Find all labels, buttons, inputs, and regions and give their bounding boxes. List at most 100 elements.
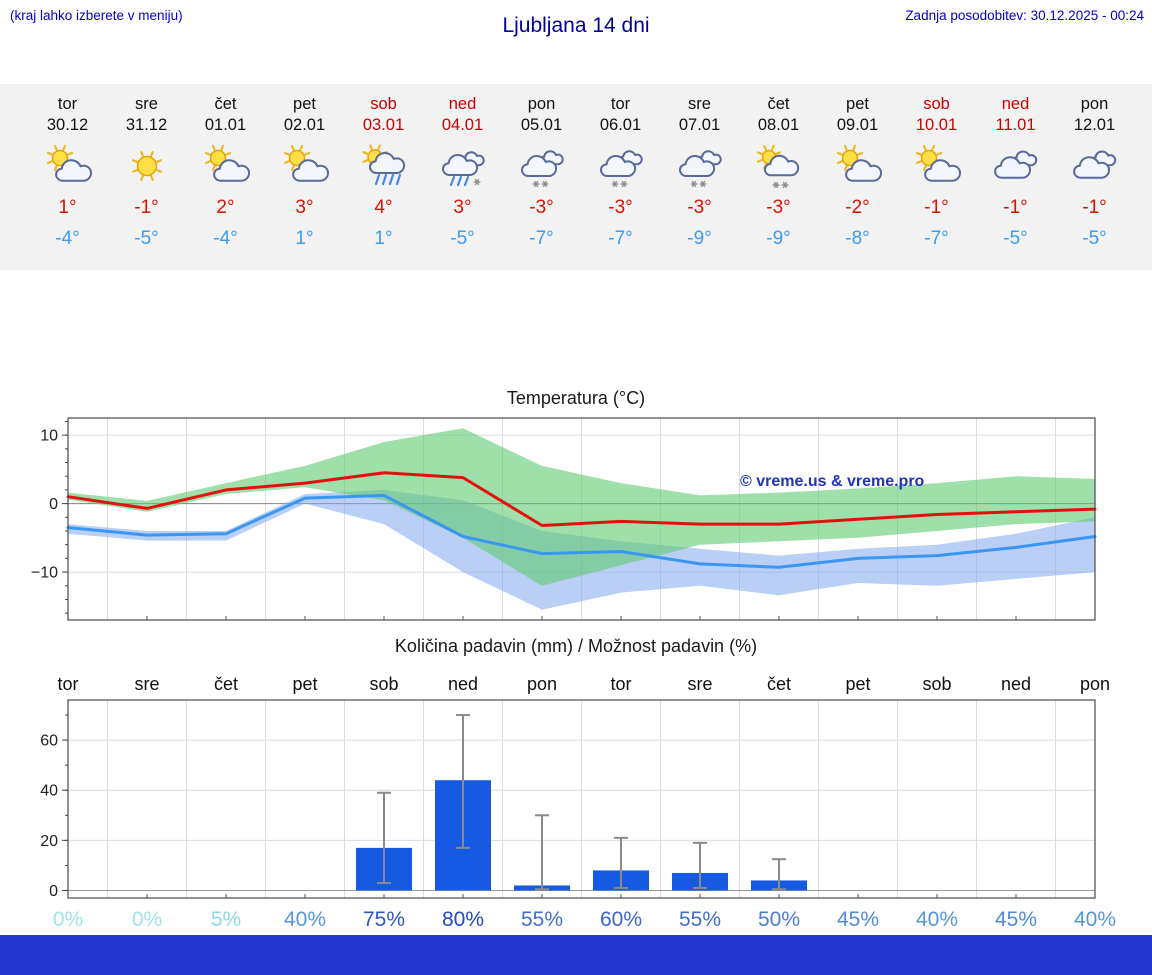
day-column[interactable]: pet 09.01 -2° -8°	[818, 94, 897, 270]
snowflake-part	[611, 180, 618, 188]
precip-day-label: tor	[57, 674, 78, 694]
precip-probability: 45%	[837, 908, 879, 931]
day-column[interactable]: sre 07.01 -3° -9°	[660, 94, 739, 270]
precip-day-label: pet	[845, 674, 870, 694]
day-column[interactable]: tor 30.12 1° -4°	[28, 94, 107, 270]
cloud-part	[599, 154, 636, 177]
precip-probability: 50%	[758, 908, 800, 931]
day-max-temperature: -1°	[924, 196, 949, 218]
precip-probability: 0%	[53, 908, 83, 931]
weather-icon-snow	[678, 150, 722, 188]
precip-day-label: tor	[610, 674, 631, 694]
day-max-temperature: -1°	[1082, 196, 1107, 218]
day-date: 07.01	[678, 116, 721, 135]
cloud-part	[520, 154, 557, 177]
day-max-temperature: -3°	[687, 196, 712, 218]
cloud-part	[212, 159, 250, 182]
weather-icon-partly-snow	[756, 144, 799, 188]
spacer	[0, 270, 1152, 388]
cloud-part	[368, 151, 405, 174]
cloud-part	[291, 159, 329, 182]
day-max-temperature: -3°	[608, 196, 633, 218]
precipitation-chart: 0 20 40 60 tor sre čet pet sob ned pon tor sre čet pet…	[40, 674, 1116, 931]
day-name: čet	[767, 95, 790, 113]
precip-day-label: sob	[922, 674, 951, 694]
precip-probability: 75%	[363, 908, 405, 931]
day-min-temperature: 1°	[295, 227, 314, 249]
day-max-temperature: 4°	[374, 196, 393, 218]
sun-part	[131, 150, 162, 181]
day-date: 10.01	[915, 116, 958, 135]
day-name: ned	[448, 95, 477, 113]
day-column[interactable]: čet 08.01 -3° -9°	[739, 94, 818, 270]
day-min-temperature: -7°	[608, 227, 633, 249]
day-column[interactable]: pon 12.01 -1° -5°	[1055, 94, 1134, 270]
day-column[interactable]: ned 11.01 -1° -5°	[976, 94, 1055, 270]
day-max-temperature: 3°	[295, 196, 314, 218]
weather-icon-cloudy	[993, 150, 1037, 179]
day-column[interactable]: sre 31.12 -1° -5°	[107, 94, 186, 270]
sun-part	[836, 144, 863, 171]
day-column[interactable]: čet 01.01 2° -4°	[186, 94, 265, 270]
weather-icon-snow	[520, 150, 564, 188]
precip-day-label: pon	[1080, 674, 1110, 694]
day-column[interactable]: pet 02.01 3° 1°	[265, 94, 344, 270]
day-column[interactable]: pon 05.01 -3° -7°	[502, 94, 581, 270]
precip-day-label: sre	[134, 674, 159, 694]
precip-day-label: ned	[1001, 674, 1031, 694]
day-min-temperature: -5°	[450, 227, 475, 249]
precipitation-chart-title: Količina padavin (mm) / Možnost padavin …	[394, 636, 758, 656]
precip-day-label: pon	[527, 674, 557, 694]
day-date: 04.01	[441, 116, 484, 135]
weather-icon-cloudy	[1072, 150, 1116, 179]
watermark-link[interactable]: © vreme.us & vreme.pro	[740, 473, 925, 490]
precip-day-label: pet	[292, 674, 317, 694]
day-name: čet	[214, 95, 237, 113]
y-tick-label: 0	[49, 883, 58, 900]
weather-icon-rain-sun	[361, 144, 405, 185]
y-tick-label: 10	[40, 428, 58, 445]
precip-probability: 40%	[284, 908, 326, 931]
snowflake-part	[532, 180, 539, 188]
day-name: sob	[923, 95, 950, 113]
page-header: (kraj lahko izberete v meniju) Ljubljana…	[0, 0, 1152, 44]
weather-icon-partly-sunny	[46, 144, 92, 182]
day-max-temperature: -1°	[134, 196, 159, 218]
day-max-temperature: 3°	[453, 196, 472, 218]
day-name: sre	[135, 95, 158, 113]
precip-probability: 40%	[916, 908, 958, 931]
precip-probability: 55%	[679, 908, 721, 931]
weather-icon-partly-sunny	[836, 144, 882, 182]
max-temperature-range	[68, 428, 1095, 586]
day-name: tor	[610, 95, 631, 113]
location-menu-hint: (kraj lahko izberete v meniju)	[10, 8, 183, 23]
day-column[interactable]: tor 06.01 -3° -7°	[581, 94, 660, 270]
day-column[interactable]: sob 10.01 -1° -7°	[897, 94, 976, 270]
day-min-temperature: -4°	[213, 227, 238, 249]
day-date: 01.01	[204, 116, 247, 135]
temperature-chart: 10 0 −10 © vreme.us & vreme.pro	[31, 417, 1097, 621]
precip-probability: 45%	[995, 908, 1037, 931]
day-date: 30.12	[46, 116, 89, 135]
cloud-part	[441, 153, 478, 176]
page-title: Ljubljana 14 dni	[502, 14, 650, 37]
day-date: 09.01	[836, 116, 879, 135]
day-name: pon	[1080, 95, 1109, 113]
day-min-temperature: -4°	[55, 227, 80, 249]
day-date: 02.01	[283, 116, 326, 135]
weather-icon-partly-sunny	[283, 144, 329, 182]
day-date: 31.12	[125, 116, 168, 135]
cloud-part	[54, 159, 92, 182]
precip-probability: 0%	[132, 908, 162, 931]
weather-icon-sun	[131, 150, 162, 181]
snowflake-part	[772, 181, 779, 188]
footer-bar	[0, 935, 1152, 975]
weather-icon-sleet	[441, 151, 485, 186]
day-column[interactable]: sob 03.01 4° 1°	[344, 94, 423, 270]
weather-icon-partly-sunny	[204, 144, 250, 182]
day-column[interactable]: ned 04.01 3° -5°	[423, 94, 502, 270]
day-date: 06.01	[599, 116, 642, 135]
day-max-temperature: 1°	[58, 196, 77, 218]
day-max-temperature: -3°	[766, 196, 791, 218]
precip-day-label: čet	[214, 674, 238, 694]
